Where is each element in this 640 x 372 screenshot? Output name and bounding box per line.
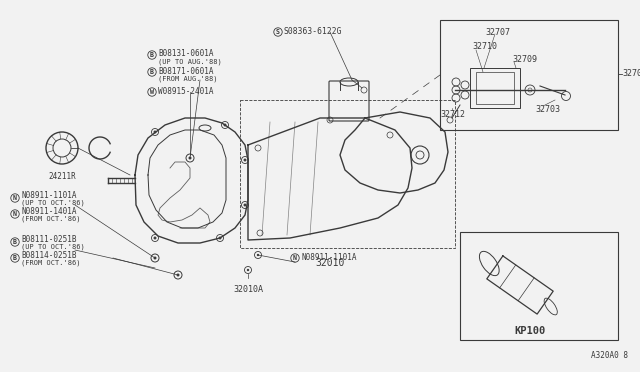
- Text: B: B: [150, 52, 154, 58]
- Circle shape: [247, 269, 249, 271]
- Text: (FROM OCT.'86): (FROM OCT.'86): [21, 216, 81, 222]
- Circle shape: [219, 237, 221, 239]
- Text: 32702: 32702: [622, 70, 640, 78]
- Text: N08911-1101A: N08911-1101A: [21, 190, 77, 199]
- Text: 32010A: 32010A: [233, 285, 263, 294]
- Text: W08915-2401A: W08915-2401A: [158, 87, 214, 96]
- Text: B08131-0601A: B08131-0601A: [158, 49, 214, 58]
- Text: A320A0 8: A320A0 8: [591, 351, 628, 360]
- Text: W: W: [150, 89, 154, 95]
- Text: (UP TO OCT.'86): (UP TO OCT.'86): [21, 244, 84, 250]
- Text: B: B: [150, 69, 154, 75]
- Bar: [440, 20, 618, 130]
- Text: 32703: 32703: [535, 105, 560, 114]
- Text: (UP TO AUG.'88): (UP TO AUG.'88): [158, 59, 221, 65]
- Circle shape: [257, 254, 259, 256]
- Text: N: N: [13, 195, 17, 201]
- Text: N: N: [293, 255, 297, 261]
- Text: (UP TO OCT.'86): (UP TO OCT.'86): [21, 200, 84, 206]
- Text: 32712: 32712: [440, 110, 465, 119]
- Circle shape: [244, 204, 246, 206]
- Text: B: B: [13, 255, 17, 261]
- Circle shape: [154, 131, 156, 133]
- Text: B08114-0251B: B08114-0251B: [21, 250, 77, 260]
- Circle shape: [177, 273, 179, 276]
- Text: 32707: 32707: [486, 28, 511, 37]
- Text: N08911-1101A: N08911-1101A: [302, 253, 358, 263]
- Circle shape: [154, 257, 157, 260]
- Text: 32709: 32709: [512, 55, 537, 64]
- Text: S: S: [276, 29, 280, 35]
- Bar: [460, 232, 618, 340]
- Text: (FROM AUG.'88): (FROM AUG.'88): [158, 76, 218, 82]
- Text: 32710: 32710: [472, 42, 497, 51]
- Text: (FROM OCT.'86): (FROM OCT.'86): [21, 260, 81, 266]
- Circle shape: [189, 157, 191, 160]
- Text: S08363-6122G: S08363-6122G: [284, 28, 342, 36]
- Bar: [470, 68, 520, 108]
- Bar: [476, 72, 514, 104]
- Circle shape: [154, 237, 156, 239]
- Text: KP100: KP100: [515, 326, 546, 336]
- Text: 24211R: 24211R: [48, 172, 76, 181]
- Text: N08911-1401A: N08911-1401A: [21, 206, 77, 215]
- Circle shape: [224, 124, 226, 126]
- Text: B08171-0601A: B08171-0601A: [158, 67, 214, 76]
- Text: B08111-0251B: B08111-0251B: [21, 234, 77, 244]
- Text: B: B: [13, 239, 17, 245]
- Circle shape: [244, 159, 246, 161]
- Text: 32010: 32010: [316, 258, 345, 268]
- Text: N: N: [13, 211, 17, 217]
- Bar: [240, 100, 455, 248]
